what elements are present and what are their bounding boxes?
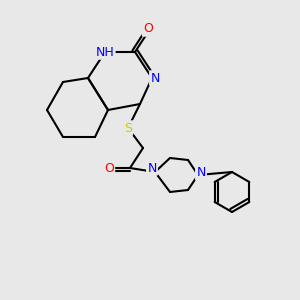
- Text: NH: NH: [96, 46, 114, 59]
- Text: N: N: [147, 161, 157, 175]
- Text: N: N: [196, 167, 206, 179]
- Text: O: O: [143, 22, 153, 35]
- Text: N: N: [150, 71, 160, 85]
- Text: O: O: [104, 161, 114, 175]
- Text: S: S: [124, 122, 132, 134]
